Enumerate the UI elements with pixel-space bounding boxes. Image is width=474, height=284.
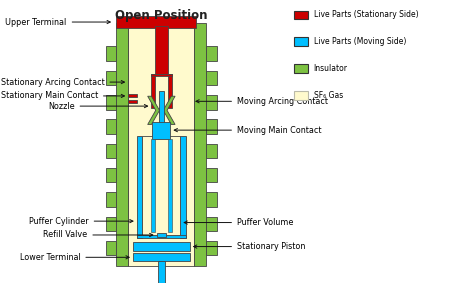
Bar	[133, 253, 190, 261]
Bar	[294, 64, 308, 73]
Bar	[106, 192, 117, 207]
Bar	[128, 94, 137, 97]
Text: SF₆ Gas: SF₆ Gas	[314, 91, 343, 100]
Bar	[168, 139, 172, 232]
Bar	[153, 122, 170, 139]
Bar	[206, 119, 217, 134]
Bar	[106, 95, 117, 110]
Polygon shape	[148, 96, 159, 124]
Text: Refill Valve: Refill Valve	[43, 231, 153, 239]
Bar	[106, 241, 117, 255]
Bar	[137, 235, 186, 238]
Bar	[159, 108, 164, 113]
Text: Insulator: Insulator	[314, 64, 347, 73]
Text: Stationary Arcing Contact: Stationary Arcing Contact	[0, 78, 125, 87]
Bar	[133, 242, 190, 251]
Text: Upper Terminal: Upper Terminal	[5, 18, 110, 26]
Text: Lower Terminal: Lower Terminal	[19, 253, 129, 262]
Bar	[116, 16, 196, 28]
Bar	[143, 136, 180, 235]
Text: Moving Arcing Contact: Moving Arcing Contact	[196, 97, 328, 106]
Bar	[158, 261, 164, 283]
Bar	[117, 23, 128, 266]
Bar	[206, 241, 217, 255]
Bar	[106, 144, 117, 158]
Text: Nozzle: Nozzle	[48, 102, 147, 110]
Bar	[294, 11, 308, 19]
Bar	[128, 23, 194, 266]
Bar	[151, 139, 155, 232]
Bar	[206, 216, 217, 231]
Bar	[294, 37, 308, 46]
Bar	[206, 46, 217, 61]
Polygon shape	[163, 96, 175, 124]
Bar	[206, 71, 217, 85]
Bar	[106, 216, 117, 231]
Bar	[106, 71, 117, 85]
Bar	[128, 100, 137, 103]
Bar	[106, 119, 117, 134]
Text: Stationary Piston: Stationary Piston	[193, 242, 305, 251]
Text: Live Parts (Stationary Side): Live Parts (Stationary Side)	[314, 10, 418, 19]
Bar	[106, 46, 117, 61]
Text: Stationary Main Contact: Stationary Main Contact	[0, 91, 125, 101]
Bar	[151, 74, 155, 108]
Bar	[168, 74, 172, 108]
Bar	[159, 91, 164, 130]
Text: Moving Main Contact: Moving Main Contact	[174, 126, 321, 135]
Bar	[206, 144, 217, 158]
Bar	[194, 23, 206, 266]
Bar	[137, 136, 143, 238]
Text: Puffer Volume: Puffer Volume	[184, 218, 293, 227]
Bar	[206, 192, 217, 207]
Bar	[155, 26, 168, 74]
Bar	[294, 91, 308, 100]
Bar	[206, 168, 217, 183]
Text: Puffer Cylinder: Puffer Cylinder	[29, 217, 133, 225]
Bar	[106, 168, 117, 183]
Bar	[156, 233, 166, 237]
Bar	[151, 74, 172, 76]
Text: Live Parts (Moving Side): Live Parts (Moving Side)	[314, 37, 406, 46]
Bar	[180, 136, 186, 238]
Text: Open Position: Open Position	[115, 9, 208, 22]
Bar	[206, 95, 217, 110]
